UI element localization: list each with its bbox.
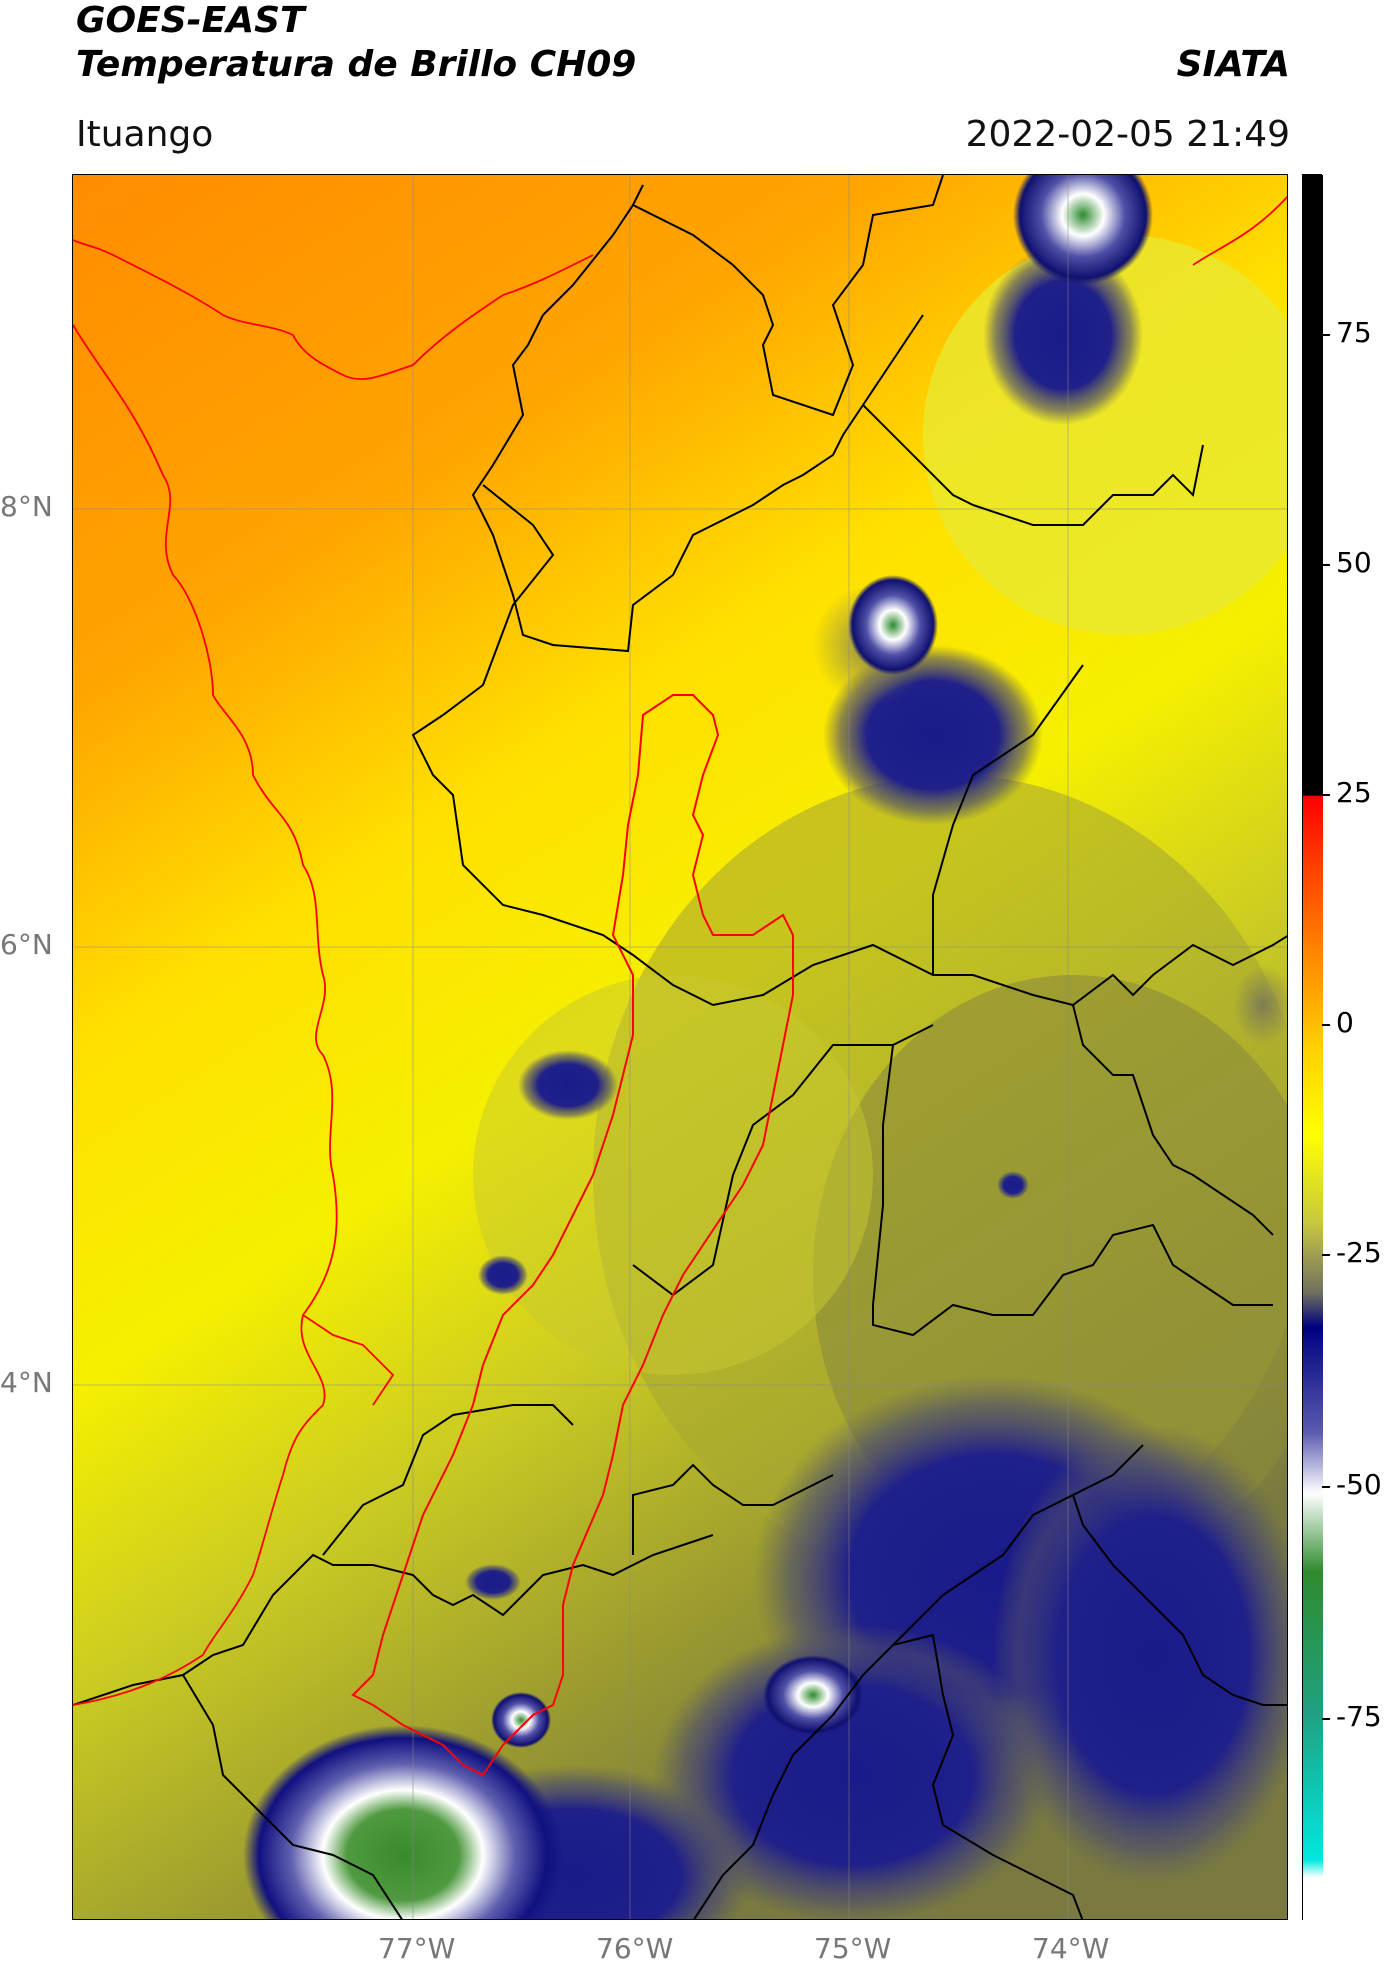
basin-outline[interactable] [351, 694, 794, 1777]
colorbar-label-75: 75 [1336, 316, 1372, 349]
lon-label-74w: 74°W [1032, 1932, 1110, 1965]
lon-label-75w: 75°W [814, 1932, 892, 1965]
datetime-label: 2022-02-05 21:49 [965, 114, 1290, 155]
colorbar-label-25: 25 [1336, 776, 1372, 809]
lat-label-4n: 4°N [0, 1366, 53, 1399]
title-line-1: GOES-EAST [76, 0, 305, 41]
lon-label-76w: 76°W [596, 1932, 674, 1965]
colorbar-label-neg75: -75 [1336, 1700, 1382, 1733]
colorbar-tick [1322, 1254, 1330, 1256]
admin-boundaries [73, 175, 1287, 1919]
colorbar-label-neg25: -25 [1336, 1236, 1382, 1269]
colorbar [1302, 174, 1323, 1921]
lon-label-77w: 77°W [378, 1932, 456, 1965]
colorbar-tick [1322, 1718, 1330, 1720]
title-line-2: Temperatura de Brillo CH09 [76, 44, 637, 85]
location-label: Ituango [76, 114, 214, 155]
colorbar-tick [1322, 1486, 1330, 1488]
colorbar-tick [1322, 564, 1330, 566]
colorbar-tick [1322, 1024, 1330, 1026]
colorbar-tick [1322, 794, 1330, 796]
colorbar-label-50: 50 [1336, 546, 1372, 579]
lat-label-8n: 8°N [0, 490, 53, 523]
map-canvas [73, 175, 1287, 1919]
coastline [73, 195, 1287, 1706]
brand-label: SIATA [1176, 44, 1290, 85]
colorbar-label-0: 0 [1336, 1006, 1354, 1039]
colorbar-tick [1322, 334, 1330, 336]
lat-label-6n: 6°N [0, 928, 53, 961]
colorbar-label-neg50: -50 [1336, 1468, 1382, 1501]
satellite-map[interactable] [72, 174, 1288, 1920]
